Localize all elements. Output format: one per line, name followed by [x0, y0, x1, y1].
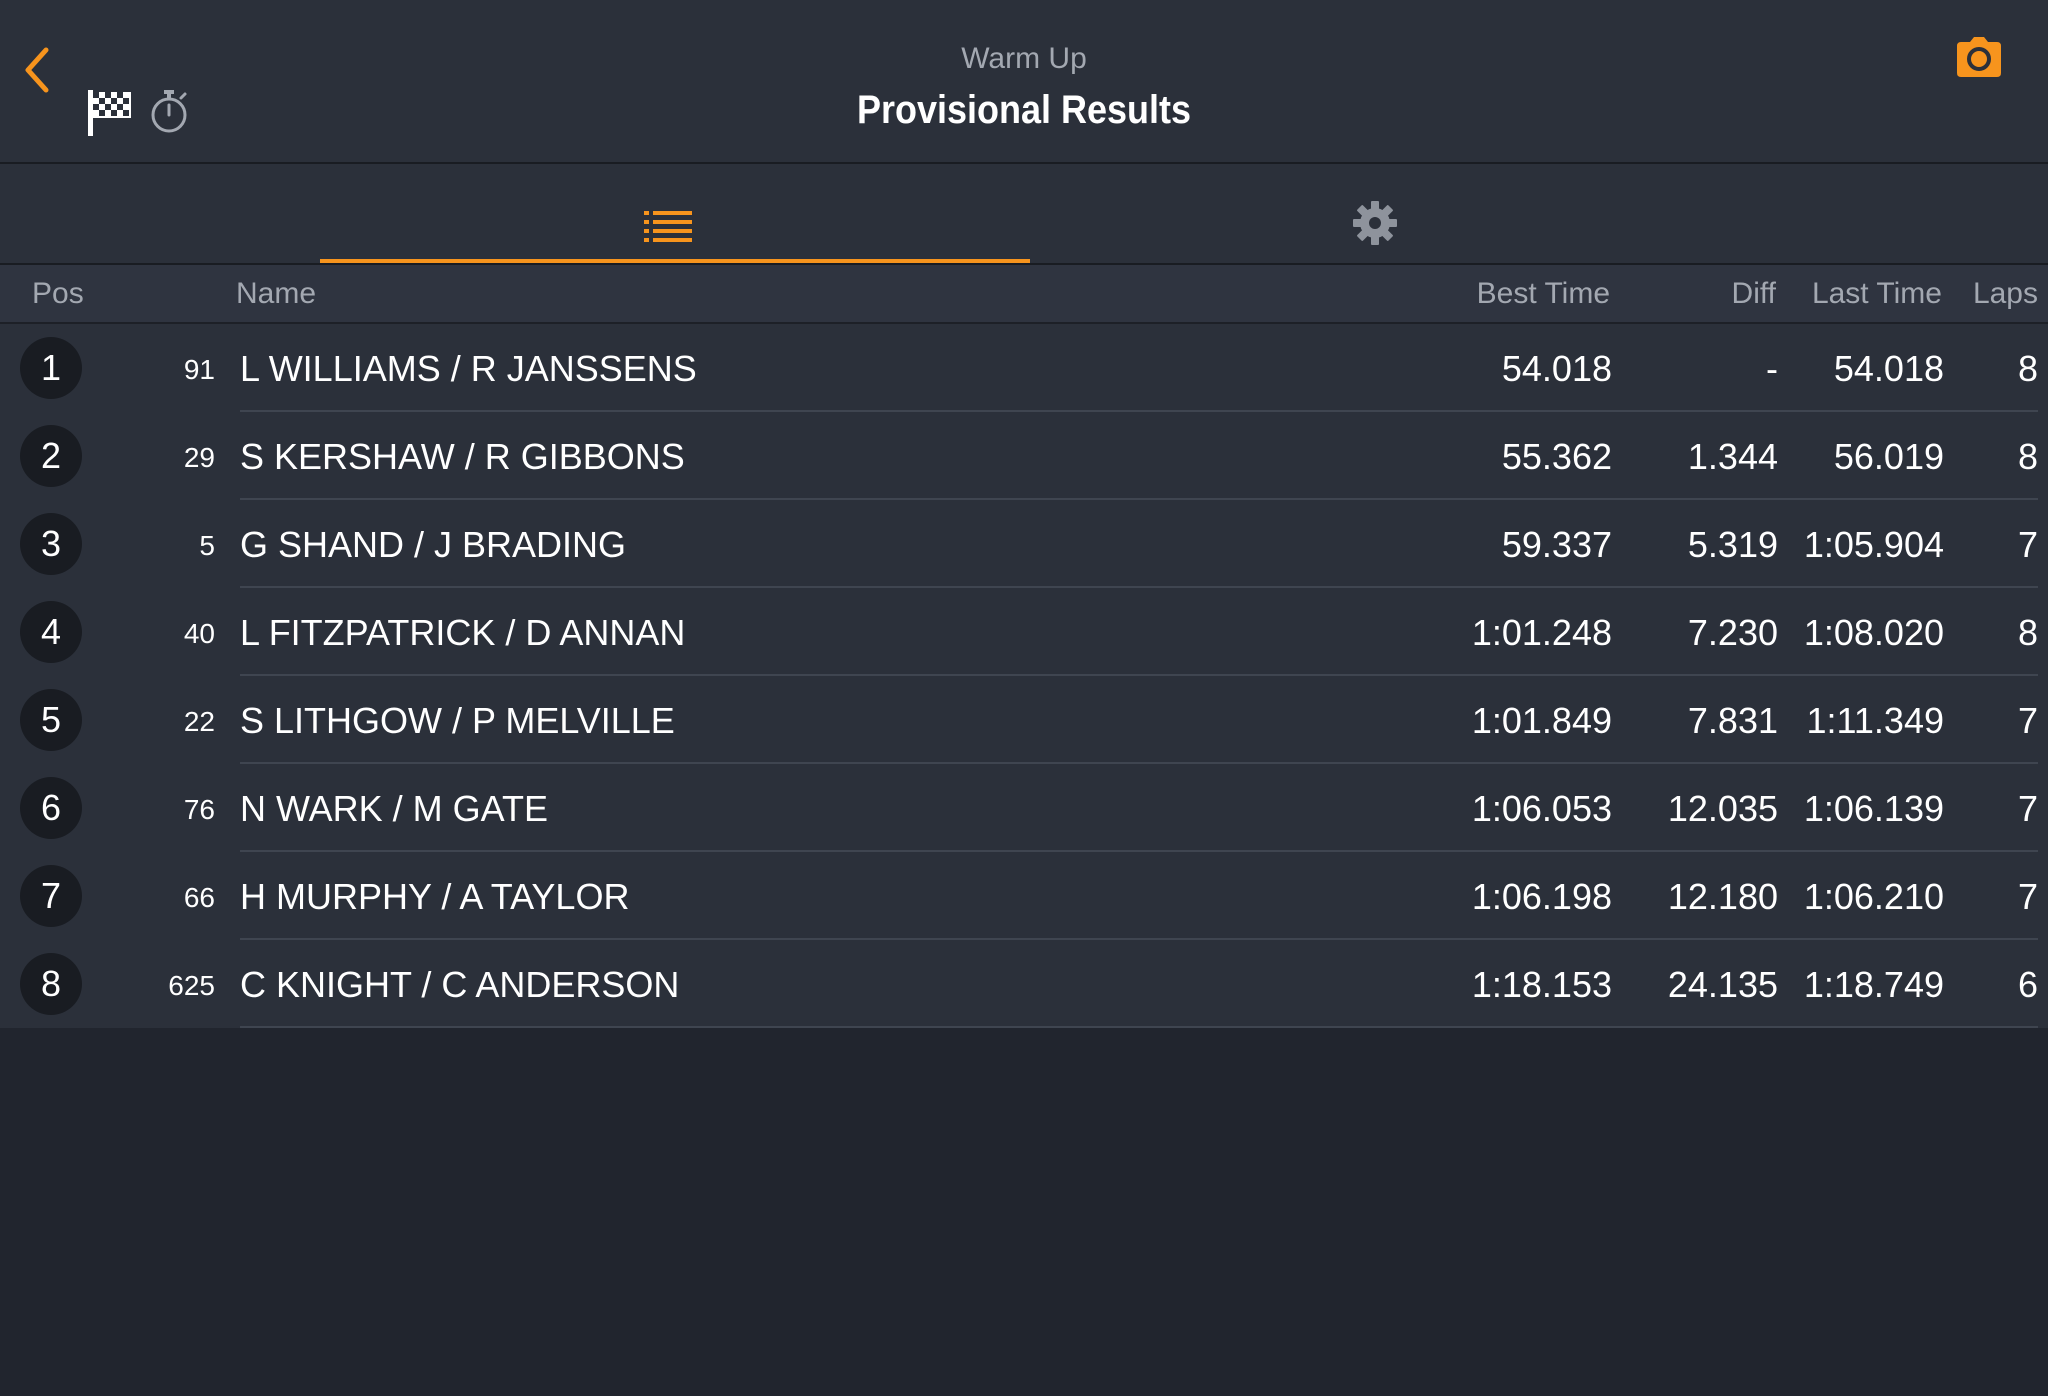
table-row[interactable]: 4 40 L FITZPATRICK / D ANNAN 1:01.248 7.…	[0, 588, 2048, 676]
last-time: 1:06.210	[1803, 876, 1944, 917]
car-number: 5	[199, 530, 215, 561]
best-time: 1:06.053	[1471, 788, 1612, 829]
gear-icon	[1353, 201, 1397, 245]
lap-count: 6	[2017, 964, 2038, 1005]
lap-count: 8	[2017, 436, 2038, 477]
best-time: 55.362	[1501, 436, 1612, 477]
time-diff: 7.831	[1687, 700, 1778, 741]
table-row[interactable]: 6 76 N WARK / M GATE 1:06.053 12.035 1:0…	[0, 764, 2048, 852]
chevron-left-icon	[25, 47, 49, 93]
column-header-laps[interactable]: Laps	[1972, 277, 2038, 310]
table-row[interactable]: 2 29 S KERSHAW / R GIBBONS 55.362 1.344 …	[0, 412, 2048, 500]
position-badge: 1	[20, 337, 82, 399]
last-time: 1:11.349	[1806, 700, 1944, 741]
crew-name: G SHAND / J BRADING	[240, 524, 627, 565]
column-header-diff[interactable]: Diff	[1731, 277, 1776, 310]
time-diff: 7.230	[1687, 612, 1778, 653]
session-subtitle: Warm Up	[961, 42, 1087, 75]
crew-name: S KERSHAW / R GIBBONS	[240, 436, 685, 477]
position-badge: 6	[20, 777, 82, 839]
position-badge: 3	[20, 513, 82, 575]
position-badge: 7	[20, 865, 82, 927]
results-table-header: Pos Name Best Time Diff Last Time Laps	[0, 265, 2048, 324]
lap-count: 8	[2017, 348, 2038, 389]
car-number: 91	[183, 354, 215, 385]
crew-name: C KNIGHT / C ANDERSON	[240, 964, 680, 1005]
best-time: 1:06.198	[1471, 876, 1612, 917]
position-badge: 5	[20, 689, 82, 751]
position-badge: 2	[20, 425, 82, 487]
time-diff: -	[1766, 348, 1778, 389]
time-diff: 12.035	[1667, 788, 1778, 829]
last-time: 1:05.904	[1803, 524, 1944, 565]
column-header-pos[interactable]: Pos	[32, 277, 84, 310]
last-time: 1:08.020	[1803, 612, 1944, 653]
lap-count: 7	[2017, 524, 2038, 565]
column-header-name[interactable]: Name	[236, 277, 317, 310]
table-row[interactable]: 7 66 H MURPHY / A TAYLOR 1:06.198 12.180…	[0, 852, 2048, 940]
column-header-best-time[interactable]: Best Time	[1476, 277, 1610, 310]
crew-name: S LITHGOW / P MELVILLE	[240, 700, 675, 741]
car-number: 76	[183, 794, 215, 825]
tab-bar	[0, 164, 2048, 265]
car-number: 29	[183, 442, 215, 473]
best-time: 1:01.248	[1471, 612, 1612, 653]
car-number: 40	[183, 618, 215, 649]
last-time: 1:06.139	[1803, 788, 1944, 829]
best-time: 1:18.153	[1471, 964, 1612, 1005]
top-bar: Warm Up Provisional Results	[0, 0, 2048, 164]
last-time: 1:18.749	[1803, 964, 1944, 1005]
results-table: 1 91 L WILLIAMS / R JANSSENS 54.018 - 54…	[0, 324, 2048, 1028]
page-title: Provisional Results	[856, 88, 1192, 132]
stopwatch-icon[interactable]	[148, 88, 190, 134]
checkered-flag-icon[interactable]	[86, 88, 134, 138]
camera-icon	[1957, 37, 2001, 77]
table-row[interactable]: 1 91 L WILLIAMS / R JANSSENS 54.018 - 54…	[0, 324, 2048, 412]
crew-name: N WARK / M GATE	[240, 788, 549, 829]
lap-count: 8	[2017, 612, 2038, 653]
car-number: 22	[183, 706, 215, 737]
camera-button[interactable]	[1956, 36, 2002, 78]
crew-name: H MURPHY / A TAYLOR	[240, 876, 630, 917]
car-number: 66	[183, 882, 215, 913]
last-time: 54.018	[1833, 348, 1944, 389]
table-row[interactable]: 3 5 G SHAND / J BRADING 59.337 5.319 1:0…	[0, 500, 2048, 588]
lap-count: 7	[2017, 788, 2038, 829]
best-time: 54.018	[1501, 348, 1612, 389]
table-row[interactable]: 5 22 S LITHGOW / P MELVILLE 1:01.849 7.8…	[0, 676, 2048, 764]
list-icon	[644, 211, 692, 242]
best-time: 59.337	[1501, 524, 1612, 565]
position-badge: 8	[20, 953, 82, 1015]
car-number: 625	[168, 970, 215, 1001]
time-diff: 24.135	[1667, 964, 1778, 1005]
time-diff: 5.319	[1687, 524, 1778, 565]
lap-count: 7	[2017, 700, 2038, 741]
table-row[interactable]: 8 625 C KNIGHT / C ANDERSON 1:18.153 24.…	[0, 940, 2048, 1028]
column-header-last-time[interactable]: Last Time	[1811, 277, 1942, 310]
time-diff: 12.180	[1667, 876, 1778, 917]
back-button[interactable]	[14, 42, 62, 98]
time-diff: 1.344	[1687, 436, 1778, 477]
lap-count: 7	[2017, 876, 2038, 917]
crew-name: L WILLIAMS / R JANSSENS	[240, 348, 697, 389]
tab-results-list[interactable]	[320, 164, 1030, 263]
tab-settings[interactable]	[1030, 164, 1720, 263]
best-time: 1:01.849	[1471, 700, 1612, 741]
crew-name: L FITZPATRICK / D ANNAN	[240, 612, 686, 653]
last-time: 56.019	[1833, 436, 1944, 477]
position-badge: 4	[20, 601, 82, 663]
